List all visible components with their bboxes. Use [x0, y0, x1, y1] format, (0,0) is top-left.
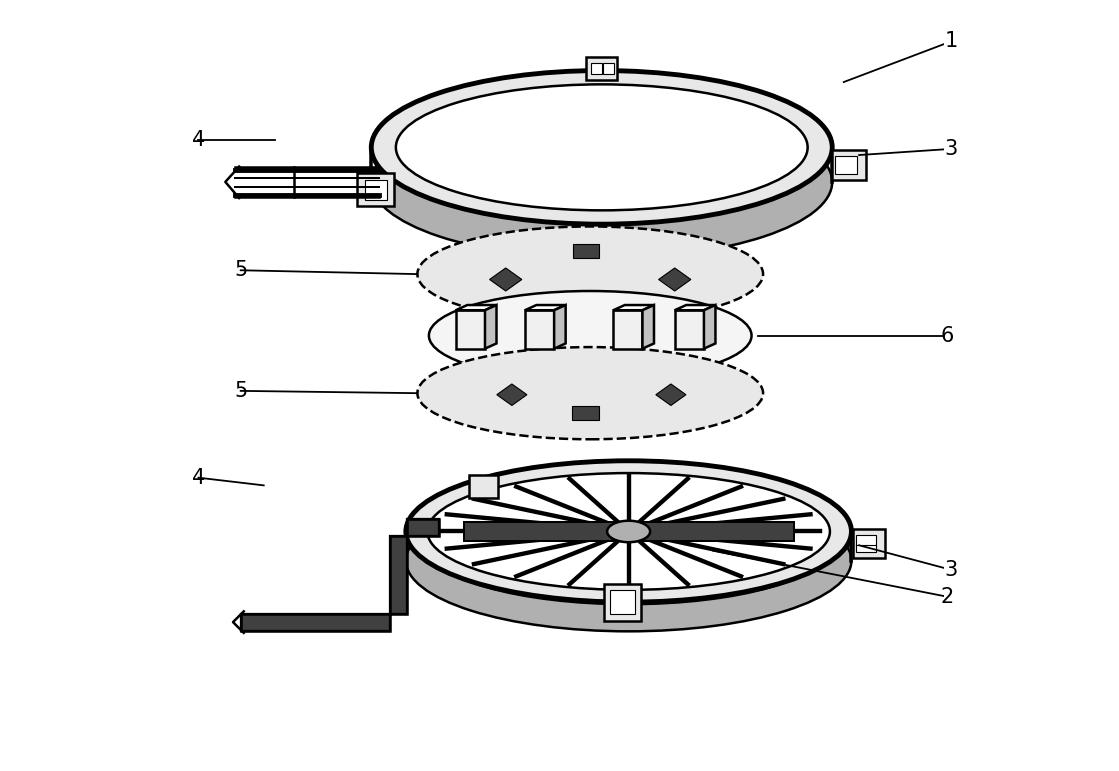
FancyBboxPatch shape: [357, 173, 394, 206]
Text: 4: 4: [191, 130, 205, 150]
Polygon shape: [642, 305, 653, 348]
Text: 6: 6: [941, 325, 955, 345]
FancyBboxPatch shape: [835, 156, 857, 174]
Ellipse shape: [406, 461, 852, 602]
FancyBboxPatch shape: [853, 529, 885, 558]
FancyBboxPatch shape: [610, 590, 634, 614]
Ellipse shape: [417, 227, 763, 322]
FancyBboxPatch shape: [365, 180, 387, 200]
Polygon shape: [497, 384, 527, 406]
FancyBboxPatch shape: [586, 57, 617, 79]
Text: 5: 5: [234, 261, 247, 281]
FancyBboxPatch shape: [603, 63, 613, 74]
Polygon shape: [485, 305, 497, 348]
Ellipse shape: [406, 490, 852, 631]
Ellipse shape: [608, 520, 650, 542]
FancyBboxPatch shape: [469, 475, 498, 498]
FancyBboxPatch shape: [591, 63, 602, 74]
Polygon shape: [241, 519, 440, 631]
Text: 2: 2: [941, 587, 955, 607]
Polygon shape: [554, 305, 565, 348]
FancyBboxPatch shape: [573, 244, 600, 258]
FancyBboxPatch shape: [572, 406, 599, 420]
FancyBboxPatch shape: [604, 584, 641, 621]
Polygon shape: [455, 305, 497, 310]
Text: 4: 4: [191, 468, 205, 488]
Polygon shape: [490, 268, 521, 291]
Polygon shape: [463, 522, 793, 540]
Polygon shape: [675, 310, 704, 348]
FancyBboxPatch shape: [833, 150, 866, 180]
Polygon shape: [525, 310, 554, 348]
Ellipse shape: [396, 98, 808, 224]
Ellipse shape: [427, 488, 830, 604]
Text: 1: 1: [944, 32, 958, 52]
Text: 3: 3: [944, 560, 958, 580]
Ellipse shape: [417, 347, 763, 439]
Ellipse shape: [372, 105, 833, 259]
Ellipse shape: [429, 291, 752, 380]
Ellipse shape: [427, 473, 830, 590]
Polygon shape: [659, 268, 690, 291]
Polygon shape: [656, 384, 686, 406]
FancyBboxPatch shape: [856, 535, 876, 552]
Polygon shape: [613, 310, 642, 348]
Ellipse shape: [372, 70, 833, 224]
Text: 3: 3: [944, 139, 958, 159]
Polygon shape: [455, 310, 485, 348]
Ellipse shape: [396, 84, 808, 210]
Polygon shape: [675, 305, 715, 310]
Text: 5: 5: [234, 381, 247, 401]
Polygon shape: [613, 305, 653, 310]
Polygon shape: [704, 305, 715, 348]
Polygon shape: [525, 305, 565, 310]
